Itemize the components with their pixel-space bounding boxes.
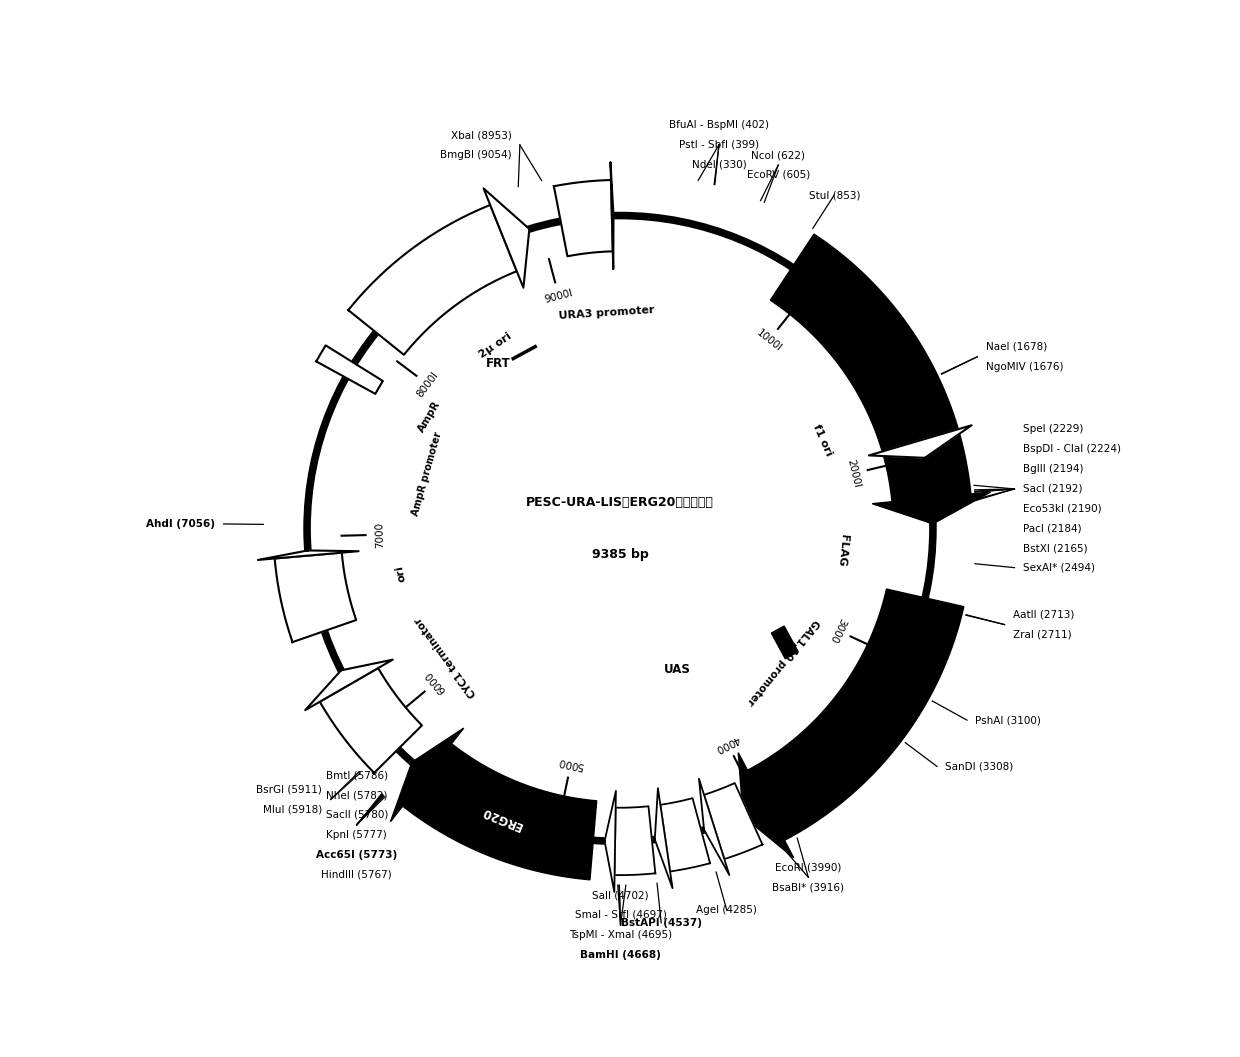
- Text: AgeI (4285): AgeI (4285): [697, 905, 758, 915]
- Text: SmaI - SrfI (4697): SmaI - SrfI (4697): [574, 910, 666, 920]
- Text: AmpR: AmpR: [417, 400, 443, 434]
- Polygon shape: [484, 188, 529, 288]
- Text: ori: ori: [394, 563, 408, 582]
- Text: SacI (2192): SacI (2192): [1023, 484, 1083, 494]
- Text: NaeI (1678): NaeI (1678): [986, 341, 1047, 352]
- Polygon shape: [869, 425, 972, 458]
- Text: NgoMIV (1676): NgoMIV (1676): [986, 361, 1063, 372]
- Text: BglII (2194): BglII (2194): [1023, 464, 1084, 475]
- Text: BfuAI - BspMI (402): BfuAI - BspMI (402): [670, 119, 769, 130]
- Text: AatII (2713): AatII (2713): [1013, 610, 1074, 619]
- Text: BmgBI (9054): BmgBI (9054): [440, 150, 512, 160]
- Text: 1000l: 1000l: [754, 328, 784, 353]
- Polygon shape: [348, 205, 517, 355]
- Polygon shape: [275, 553, 356, 642]
- Text: 5000: 5000: [557, 756, 585, 771]
- Text: NheI (5782): NheI (5782): [326, 790, 387, 800]
- Polygon shape: [554, 180, 613, 256]
- Text: PstI - SbfI (399): PstI - SbfI (399): [680, 140, 759, 150]
- Polygon shape: [655, 789, 672, 888]
- Text: PshAI (3100): PshAI (3100): [976, 716, 1042, 725]
- Text: FLAG: FLAG: [836, 534, 848, 567]
- Bar: [771, 626, 799, 659]
- Text: SacII (5780): SacII (5780): [326, 810, 388, 820]
- Polygon shape: [391, 728, 464, 821]
- Polygon shape: [610, 162, 614, 270]
- Text: KpnI (5777): KpnI (5777): [326, 830, 387, 839]
- Text: BamHI (4668): BamHI (4668): [580, 949, 661, 960]
- Text: 2μ ori: 2μ ori: [477, 332, 513, 360]
- Text: Acc65I (5773): Acc65I (5773): [316, 850, 397, 859]
- Text: NdeI (330): NdeI (330): [692, 160, 746, 169]
- Text: BsrGI (5911): BsrGI (5911): [257, 784, 322, 795]
- Text: XbaI (8953): XbaI (8953): [450, 130, 512, 141]
- Text: SpeI (2229): SpeI (2229): [1023, 425, 1083, 434]
- Text: 3000: 3000: [827, 616, 847, 644]
- Text: CYC1 terminator: CYC1 terminator: [413, 615, 479, 699]
- Polygon shape: [305, 660, 393, 710]
- Text: SanDI (3308): SanDI (3308): [945, 761, 1013, 772]
- Text: PESC-URA-LIS和ERG20基因共表达: PESC-URA-LIS和ERG20基因共表达: [526, 496, 714, 508]
- Text: ZraI (2711): ZraI (2711): [1013, 630, 1071, 639]
- Text: UAS: UAS: [663, 663, 691, 675]
- Polygon shape: [403, 744, 596, 879]
- Text: 9000l: 9000l: [543, 288, 574, 305]
- Text: BsaBI* (3916): BsaBI* (3916): [773, 883, 844, 892]
- Text: 7000: 7000: [374, 521, 386, 548]
- Text: 9385 bp: 9385 bp: [591, 549, 649, 561]
- Text: GAL1,10 promoter: GAL1,10 promoter: [745, 617, 821, 707]
- Text: f1 ori: f1 ori: [811, 423, 833, 458]
- Text: TspMI - XmaI (4695): TspMI - XmaI (4695): [569, 930, 672, 940]
- Polygon shape: [615, 806, 655, 875]
- Text: BstXI (2165): BstXI (2165): [1023, 543, 1087, 554]
- Polygon shape: [748, 589, 963, 840]
- Text: NcoI (622): NcoI (622): [751, 150, 805, 161]
- Text: BspDI - ClaI (2224): BspDI - ClaI (2224): [1023, 444, 1121, 455]
- Polygon shape: [605, 791, 616, 892]
- Polygon shape: [770, 234, 971, 502]
- Text: EcoRV (605): EcoRV (605): [746, 170, 810, 180]
- Text: PacI (2184): PacI (2184): [1023, 523, 1081, 534]
- Text: SexAI* (2494): SexAI* (2494): [1023, 562, 1095, 573]
- Text: BstAPI (4537): BstAPI (4537): [621, 917, 702, 928]
- Polygon shape: [316, 346, 383, 394]
- Text: 4000: 4000: [713, 733, 742, 754]
- Polygon shape: [852, 337, 955, 450]
- Text: HindIII (5767): HindIII (5767): [321, 869, 392, 879]
- Text: MluI (5918): MluI (5918): [263, 804, 322, 814]
- Text: BmtI (5786): BmtI (5786): [326, 771, 388, 780]
- Polygon shape: [320, 668, 422, 773]
- Text: EcoRI (3990): EcoRI (3990): [775, 863, 842, 872]
- Polygon shape: [872, 493, 991, 524]
- Text: ERG20: ERG20: [480, 804, 525, 833]
- Polygon shape: [661, 798, 711, 871]
- Text: SalI (4702): SalI (4702): [593, 890, 649, 901]
- Polygon shape: [258, 551, 358, 560]
- Polygon shape: [704, 783, 763, 859]
- Text: FRT: FRT: [486, 356, 511, 370]
- Text: 8000l: 8000l: [415, 370, 440, 400]
- Text: URA3 promoter: URA3 promoter: [558, 305, 655, 321]
- Text: Eco53kI (2190): Eco53kI (2190): [1023, 504, 1101, 514]
- Text: StuI (853): StuI (853): [808, 190, 861, 200]
- Polygon shape: [699, 779, 729, 875]
- Text: 2000l: 2000l: [846, 458, 862, 488]
- Text: AhdI (7056): AhdI (7056): [146, 519, 216, 528]
- Polygon shape: [738, 753, 794, 858]
- Text: 6000: 6000: [424, 669, 448, 696]
- Text: AmpR promoter: AmpR promoter: [410, 431, 444, 517]
